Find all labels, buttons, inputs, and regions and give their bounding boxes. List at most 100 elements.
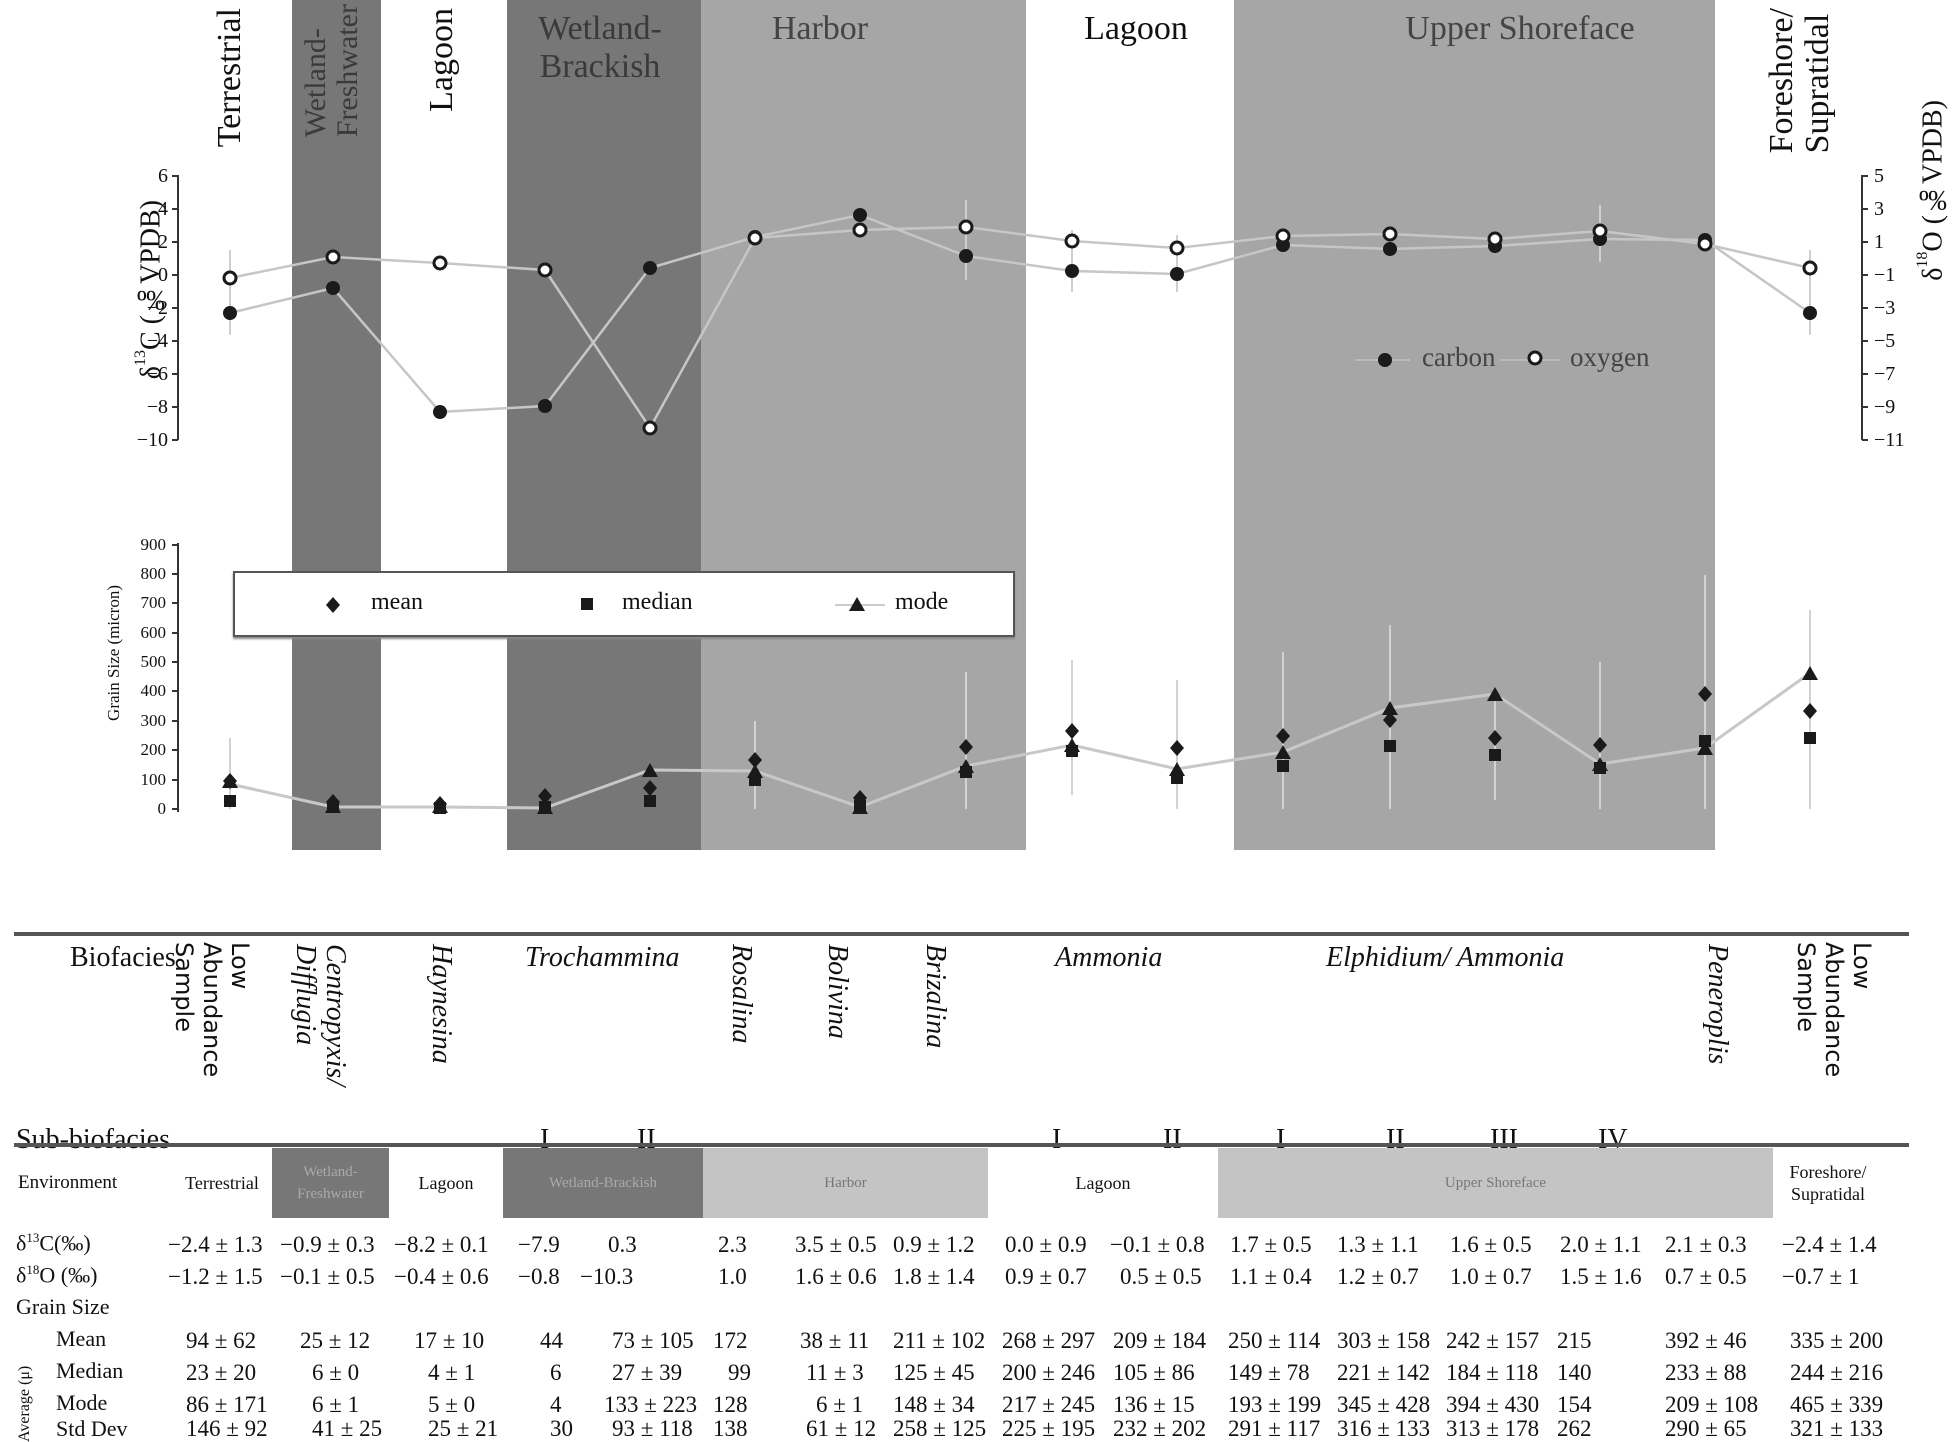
cell: −7.9 [518,1232,560,1257]
cell: 209 ± 184 [1113,1328,1207,1353]
biofacies-brizalina: Brizalina [920,944,951,1049]
cell: 262 [1557,1416,1592,1441]
sub-biofacies-trochammina-2: II [637,1124,656,1155]
cell: 133 ± 223 [604,1392,698,1417]
tick: 500 [140,652,167,671]
cell: 268 ± 297 [1002,1328,1096,1353]
grain-size-row-label: Grain Size [16,1294,110,1319]
legend-oxygen-icon [1527,350,1543,366]
cell: 0.0 ± 0.9 [1005,1232,1087,1257]
cell: −2.4 ± 1.3 [168,1232,263,1257]
stdev-row-label: Std Dev [56,1416,128,1441]
cell: 232 ± 202 [1113,1416,1207,1441]
cell: 125 ± 45 [893,1360,975,1385]
env-label-upper-shoreface: Upper Shoreface [1405,10,1635,47]
env-cell-harbor: Harbor [703,1148,988,1218]
env-cell-lagoon-1: Lagoon [418,1173,474,1193]
tick: −4 [146,330,168,352]
cell: 6 [550,1360,562,1385]
median-row-label: Median [56,1358,124,1383]
cell: 1.6 ± 0.5 [1450,1232,1532,1257]
cell: 1.0 [718,1264,747,1289]
env-cell-wetland-brackish: Wetland-Brackish [503,1148,703,1218]
sub-biofacies-elphidium-2: II [1386,1124,1405,1155]
env-cell-lagoon-2: Lagoon [1075,1173,1131,1193]
cell: 193 ± 199 [1228,1392,1322,1417]
median-markers [224,732,1816,814]
tick: 1 [1874,231,1884,253]
cell: 221 ± 142 [1337,1360,1431,1385]
tick: 3 [1874,198,1884,220]
cell: 1.0 ± 0.7 [1450,1264,1532,1289]
biofacies-haynesina: Haynesina [426,944,457,1064]
cell: 2.0 ± 1.1 [1560,1232,1642,1257]
cell: 244 ± 216 [1790,1360,1884,1385]
cell: −2.4 ± 1.4 [1782,1232,1877,1257]
cell: 242 ± 157 [1446,1328,1540,1353]
tick: 4 [158,198,168,220]
cell: −0.4 ± 0.6 [394,1264,489,1289]
env-label-harbor: Harbor [771,10,869,47]
superscript: 18 [26,1262,40,1277]
line: Difflugia [290,944,321,1046]
cell: 3.5 ± 0.5 [795,1232,877,1257]
biofacies-peneroplis: Peneroplis [1702,944,1733,1065]
env-label-wb-line2: Brackish [539,48,661,85]
cell: 94 ± 62 [186,1328,257,1353]
table-mid-rule [14,1143,1909,1147]
cell: 250 ± 114 [1228,1328,1321,1353]
mean-row-label: Mean [56,1326,107,1351]
band-wetland-brackish [507,0,701,850]
cell: 321 ± 133 [1790,1416,1884,1441]
tick: 600 [140,623,167,642]
cell: 5 ± 0 [428,1392,476,1417]
environment-row-label: Environment [18,1172,118,1193]
row-label-text: O (‰) [39,1262,98,1288]
cell: 73 ± 105 [612,1328,694,1353]
tick: 700 [140,593,167,612]
cell: −0.1 ± 0.8 [1110,1232,1205,1257]
cell: 2.3 [718,1232,747,1257]
cell: 0.9 ± 0.7 [1005,1264,1087,1289]
cell: 215 [1557,1328,1592,1353]
env-label-wetland-brackish: Wetland- Brackish [520,10,680,86]
tick: −3 [1874,297,1896,319]
cell: 6 ± 0 [312,1360,360,1385]
cell: −0.7 ± 1 [1782,1264,1860,1289]
cell: 258 ± 125 [893,1416,987,1441]
cell: 209 ± 108 [1665,1392,1759,1417]
tick: −2 [146,297,168,319]
legend-median-icon [581,598,593,610]
delta-symbol: δ [16,1262,27,1288]
cell: 225 ± 195 [1002,1416,1096,1441]
env-cell-terrestrial: Terrestrial [185,1173,259,1193]
cell: 1.3 ± 1.1 [1337,1232,1419,1257]
cell: 1.8 ± 1.4 [893,1264,975,1289]
grain-legend: mean median mode [233,571,1015,637]
tick: 900 [140,535,167,554]
cell: 41 ± 25 [312,1416,383,1441]
tick: −1 [1874,264,1896,286]
cell: 394 ± 430 [1446,1392,1540,1417]
cell: 2.1 ± 0.3 [1665,1232,1747,1257]
cell: 465 ± 339 [1790,1392,1884,1417]
line: Low [1848,942,1876,990]
delta-symbol: δ [16,1230,27,1256]
legend-carbon-icon [1378,353,1392,367]
biofacies-rosalina: Rosalina [726,944,757,1044]
superscript: 13 [26,1230,40,1245]
cell: −0.9 ± 0.3 [280,1232,375,1257]
isotope-chart [172,175,1868,441]
cell: 4 ± 1 [428,1360,476,1385]
cell: 184 ± 118 [1446,1360,1539,1385]
env-cell-wetland-freshwater: Wetland-Freshwater [272,1148,389,1218]
cell: 93 ± 118 [612,1416,693,1441]
cell: 140 [1557,1360,1592,1385]
cell: 392 ± 46 [1665,1328,1747,1353]
env-label-lagoon-2: Lagoon [1084,10,1188,47]
biofacies-row-label: Biofacies [70,942,176,973]
line: Sample [1792,942,1820,1032]
cell: 316 ± 133 [1337,1416,1431,1441]
cell: 335 ± 200 [1790,1328,1884,1353]
cell: 6 ± 1 [312,1392,360,1417]
